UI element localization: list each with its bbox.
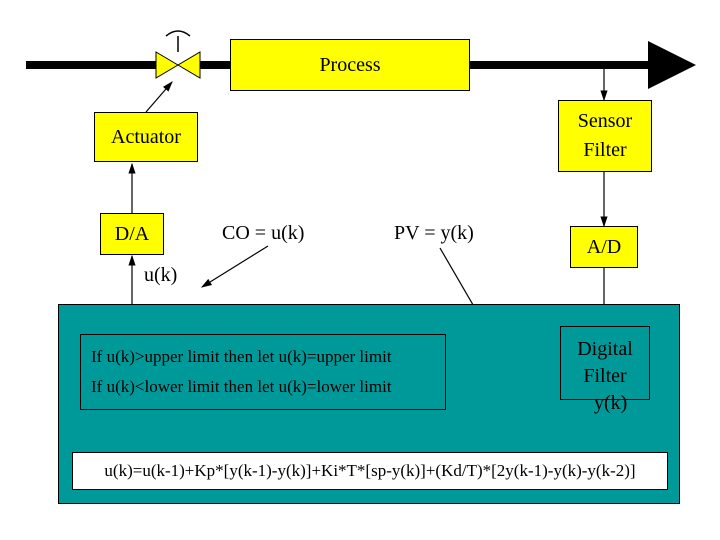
pv-label: PV = y(k) [394,222,474,245]
co-label: CO = u(k) [222,222,304,245]
equation-box: u(k)=u(k-1)+Kp*[y(k-1)-y(k)]+Ki*T*[sp-y(… [72,452,668,490]
filter-label: Filter [583,139,626,162]
process-label: Process [319,54,380,77]
digital-label: Digital [577,338,633,361]
upper-limit-text: If u(k)>upper limit then let u(k)=upper … [91,347,392,367]
ad-box: A/D [570,226,638,268]
digital-filter-box: Digital Filter [560,326,650,400]
uk-label: u(k) [144,264,177,287]
equation-text: u(k)=u(k-1)+Kp*[y(k-1)-y(k)]+Ki*T*[sp-y(… [104,461,635,481]
limits-box: If u(k)>upper limit then let u(k)=upper … [80,334,446,410]
actuator-box: Actuator [94,112,198,162]
sensor-filter-box: Sensor Filter [558,100,652,172]
sensor-label: Sensor [578,110,632,133]
da-box: D/A [100,213,164,255]
digital-filter-label: Filter [583,365,626,388]
ad-label: A/D [587,236,621,259]
actuator-label: Actuator [111,126,181,149]
lower-limit-text: If u(k)<lower limit then let u(k)=lower … [91,377,392,397]
da-label: D/A [115,223,149,246]
yk-label: y(k) [594,392,627,415]
process-box: Process [230,39,470,91]
valve-icon [156,31,200,78]
